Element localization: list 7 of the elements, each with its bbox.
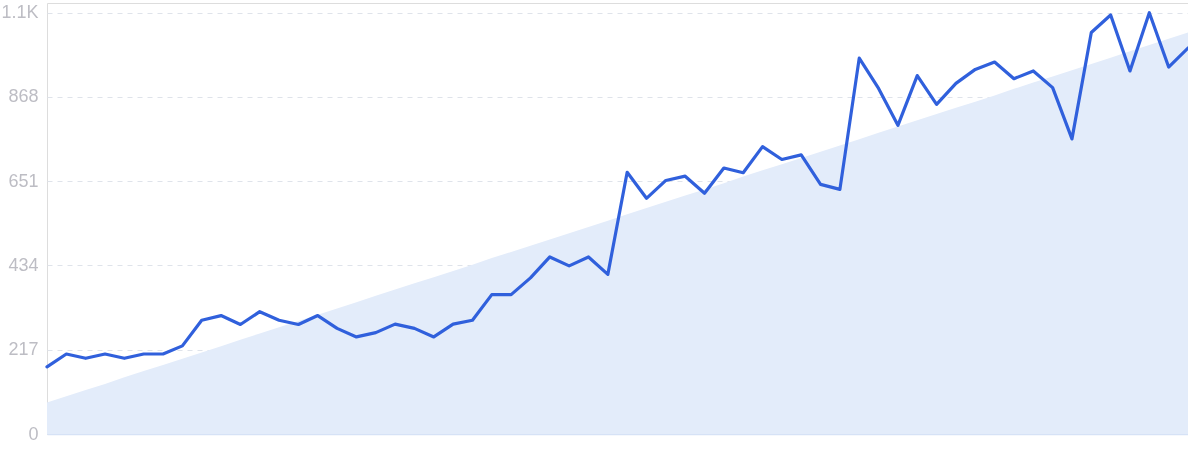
y-tick-label: 434 (8, 254, 39, 275)
y-tick-label: 0 (28, 423, 39, 444)
line-series (45, 11, 1188, 369)
y-tick-label: 651 (8, 170, 39, 191)
y-tick-label: 1.1K (1, 2, 39, 23)
y-tick-label: 868 (8, 86, 39, 107)
y-tick-label: 217 (8, 339, 39, 360)
